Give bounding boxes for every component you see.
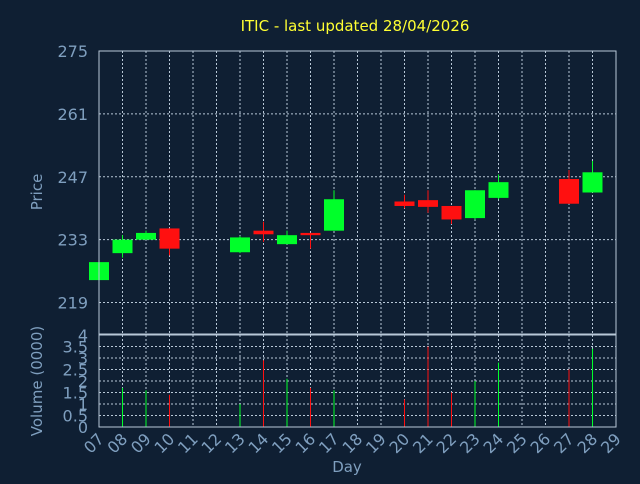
price-axis-label: Price	[28, 174, 46, 211]
volume-tick-label: 1.5	[63, 384, 88, 403]
volume-tick-label: 0.5	[63, 407, 88, 426]
candle-body	[300, 232, 321, 236]
candlestick-series	[89, 161, 603, 281]
volume-tick-label: 3.5	[63, 338, 88, 357]
candle-body	[465, 190, 485, 219]
price-plot-frame	[98, 50, 617, 335]
chart-title: ITIC - last updated 28/04/2026	[241, 17, 470, 35]
candle-body	[230, 237, 250, 253]
volume-tick-label: 2.5	[63, 361, 88, 380]
candle-body	[112, 239, 133, 254]
volume-tick-label: 4	[78, 326, 88, 345]
volume-series	[122, 346, 593, 427]
candle-body	[394, 201, 415, 206]
price-tick-label: 247	[57, 168, 88, 187]
day-tick-label: 29	[597, 429, 625, 457]
volume-plot-frame	[98, 334, 617, 428]
price-grid	[99, 50, 616, 334]
price-tick-label: 233	[57, 231, 88, 250]
candle-body	[441, 205, 462, 220]
candle-body	[582, 172, 603, 193]
volume-tick-label: 2	[78, 372, 88, 391]
candle-body	[159, 228, 180, 249]
volume-tick-label: 3	[78, 349, 88, 368]
candle-body	[488, 182, 509, 198]
candle-body	[277, 235, 297, 245]
candle-body	[136, 232, 156, 240]
price-tick-labels: 275 261 247 233 219	[57, 42, 88, 313]
candle-body	[418, 200, 438, 207]
price-tick-label: 219	[57, 294, 88, 313]
volume-tick-labels: 43.532.521.510.50	[63, 326, 88, 437]
volume-grid	[99, 334, 616, 428]
day-axis-label: Day	[332, 458, 362, 476]
volume-tick-label: 0	[78, 418, 88, 437]
price-tick-label: 261	[57, 105, 88, 124]
volume-axis-label: Volume (0000)	[28, 326, 46, 436]
candle-body	[324, 199, 344, 231]
volume-tick-label: 1	[78, 395, 88, 414]
price-tick-label: 275	[57, 42, 88, 61]
candle-body	[253, 230, 274, 235]
candle-body	[559, 179, 579, 204]
day-tick-labels: 0708091011121314151617181920212223242526…	[80, 429, 625, 457]
